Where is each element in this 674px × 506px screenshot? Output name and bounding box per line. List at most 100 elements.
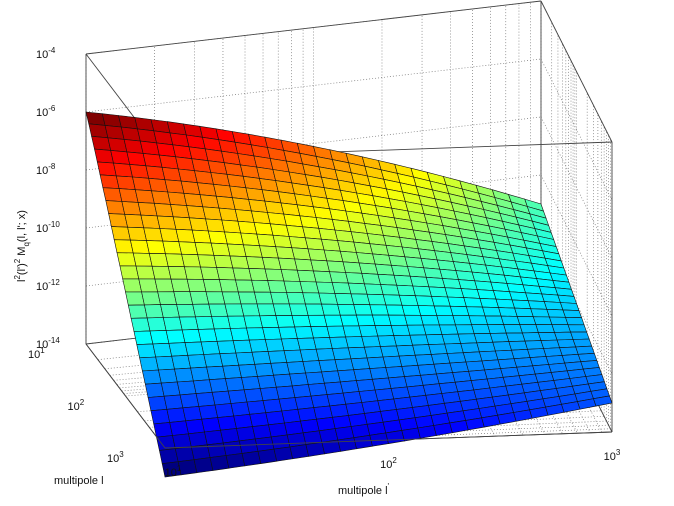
surface-patch <box>433 422 453 436</box>
surface-patch <box>150 408 171 425</box>
surface-patch <box>430 353 451 365</box>
surface-patch <box>205 291 226 305</box>
surface-patch <box>337 303 357 316</box>
surface-patch <box>222 364 242 379</box>
surface-patch <box>313 270 333 283</box>
surface-patch <box>162 316 183 331</box>
surface-patch <box>452 370 472 383</box>
surface-patch <box>401 304 422 316</box>
surface-patch <box>198 404 219 420</box>
surface-patch <box>441 333 462 345</box>
surface-patch <box>297 407 317 422</box>
surface-patch <box>436 372 456 385</box>
surface-patch <box>537 332 558 341</box>
surface-patch <box>463 297 483 308</box>
surface-patch <box>275 315 296 328</box>
surface-patch <box>194 242 215 256</box>
surface-patch <box>197 328 218 343</box>
surface-patch <box>457 333 478 344</box>
surface-patch <box>257 374 277 389</box>
surface-patch <box>447 296 467 308</box>
surface-patch <box>288 303 309 316</box>
surface-patch <box>353 368 373 381</box>
surface-patch <box>385 430 405 444</box>
surface-patch <box>144 304 164 319</box>
surface-patch <box>326 325 346 338</box>
surface-patch <box>313 405 333 420</box>
surface-patch <box>202 279 223 293</box>
surface-patch <box>241 376 261 391</box>
surface-patch <box>267 350 288 364</box>
surface-patch <box>174 367 194 383</box>
surface-patch <box>111 226 131 241</box>
surface-patch <box>221 291 242 305</box>
surface-patch <box>179 393 200 409</box>
surface-patch <box>559 346 579 356</box>
surface-patch <box>216 340 237 355</box>
surface-patch <box>125 291 145 306</box>
surface-patch <box>455 324 475 335</box>
surface-patch <box>232 339 253 354</box>
surface-patch <box>227 315 247 329</box>
surface-patch <box>329 271 349 284</box>
surface-patch <box>497 358 518 369</box>
surface-patch <box>347 282 368 295</box>
surface-patch <box>535 324 555 333</box>
surface-patch <box>235 279 255 293</box>
surface-patch <box>243 315 263 329</box>
surface-patch <box>358 325 379 337</box>
surface-patch <box>331 282 352 295</box>
surface-patch <box>222 440 243 456</box>
surface-patch <box>190 366 210 382</box>
surface-patch <box>422 324 443 336</box>
surface-patch <box>315 281 336 294</box>
surface-patch <box>377 273 398 286</box>
surface-patch <box>270 291 290 305</box>
surface-patch <box>449 305 470 317</box>
surface-patch <box>176 303 196 318</box>
surface-patch <box>460 288 481 299</box>
surface-patch <box>428 343 448 355</box>
surface-patch <box>508 340 528 351</box>
surface-patch <box>398 354 419 367</box>
surface-patch <box>193 457 214 474</box>
surface-patch <box>209 455 230 471</box>
surface-patch <box>428 286 449 298</box>
surface-patch <box>356 378 376 392</box>
surface-patch <box>388 314 408 326</box>
surface-patch <box>148 253 169 267</box>
surface-patch <box>302 292 322 305</box>
surface-patch <box>270 362 290 376</box>
surface-patch <box>291 384 312 398</box>
surface-patch <box>140 214 161 229</box>
surface-patch <box>331 347 352 361</box>
surface-patch <box>334 358 355 372</box>
surface-patch <box>302 360 322 374</box>
surface-patch <box>503 324 523 334</box>
surface-patch <box>484 315 505 326</box>
surface-patch <box>160 304 180 318</box>
surface-patch <box>326 260 346 273</box>
surface-patch <box>181 253 201 268</box>
surface-patch <box>238 363 258 378</box>
surface-patch <box>489 332 510 343</box>
surface-patch <box>315 348 336 361</box>
surface-patch <box>369 304 389 316</box>
surface-patch <box>398 294 419 306</box>
surface-patch <box>139 356 159 372</box>
surface-patch <box>186 278 207 293</box>
surface-patch <box>473 333 494 344</box>
surface-patch <box>593 395 613 407</box>
surface-patch <box>329 403 349 418</box>
surface-patch <box>151 265 172 280</box>
surface-patch <box>296 269 317 283</box>
surface-patch <box>412 344 432 356</box>
surface-patch <box>286 292 306 305</box>
surface-patch <box>184 266 204 280</box>
surface-patch <box>157 291 177 305</box>
surface-patch <box>291 314 312 328</box>
z-tick-label: 10-12 <box>36 278 60 293</box>
surface-patch <box>358 389 379 403</box>
surface-patch <box>289 444 310 460</box>
surface-patch <box>289 372 309 387</box>
